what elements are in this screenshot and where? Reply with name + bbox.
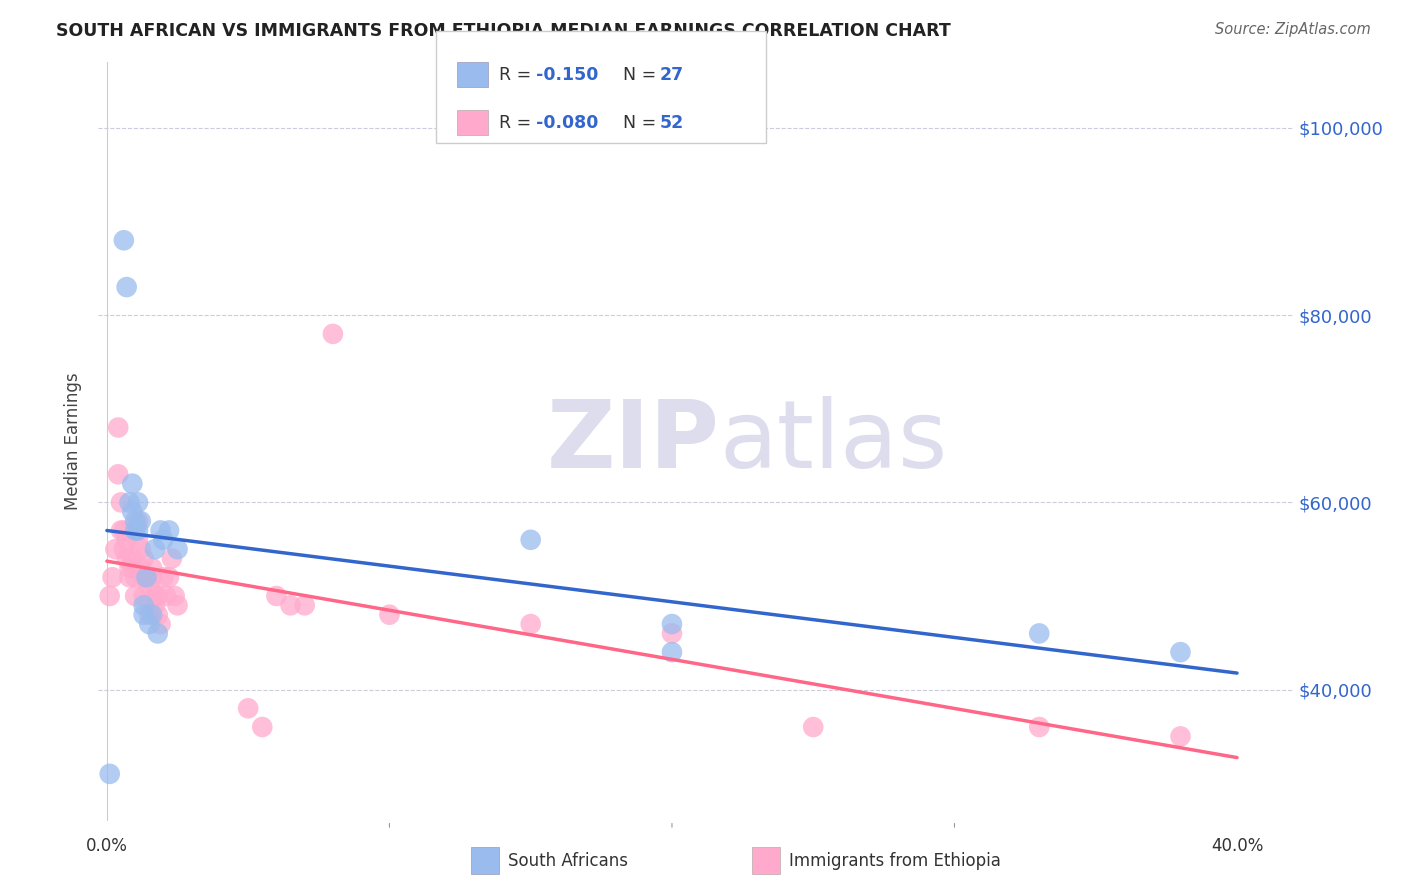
Point — [132, 589, 155, 603]
Point — [141, 607, 163, 622]
Point — [143, 589, 166, 603]
Text: 27: 27 — [659, 66, 683, 84]
Point — [132, 570, 155, 584]
Point — [132, 551, 155, 566]
Text: N =: N = — [612, 66, 661, 84]
Point — [132, 607, 155, 622]
Point — [1028, 626, 1050, 640]
Point — [149, 524, 172, 538]
Text: Source: ZipAtlas.com: Source: ZipAtlas.com — [1215, 22, 1371, 37]
Point — [112, 542, 135, 557]
Point — [138, 580, 160, 594]
Point — [661, 617, 683, 632]
Point — [121, 551, 143, 566]
Point — [294, 599, 316, 613]
Point — [129, 514, 152, 528]
Point — [107, 420, 129, 434]
Point — [112, 233, 135, 247]
Point — [124, 514, 146, 528]
Point — [322, 326, 344, 341]
Text: 0.0%: 0.0% — [86, 838, 128, 855]
Point — [166, 542, 188, 557]
Point — [378, 607, 401, 622]
Point — [280, 599, 302, 613]
Point — [124, 570, 146, 584]
Point — [118, 561, 141, 575]
Point — [138, 617, 160, 632]
Text: N =: N = — [612, 114, 661, 132]
Point — [124, 524, 146, 538]
Point — [118, 570, 141, 584]
Point — [121, 561, 143, 575]
Point — [129, 561, 152, 575]
Text: SOUTH AFRICAN VS IMMIGRANTS FROM ETHIOPIA MEDIAN EARNINGS CORRELATION CHART: SOUTH AFRICAN VS IMMIGRANTS FROM ETHIOPI… — [56, 22, 950, 40]
Point — [146, 607, 169, 622]
Point — [98, 589, 121, 603]
Point — [121, 476, 143, 491]
Point — [127, 524, 149, 538]
Point — [238, 701, 260, 715]
Point — [132, 599, 155, 613]
Point — [519, 533, 541, 547]
Point — [141, 561, 163, 575]
Text: 52: 52 — [659, 114, 683, 132]
Point — [121, 505, 143, 519]
Text: South Africans: South Africans — [508, 852, 627, 870]
Point — [110, 495, 132, 509]
Point — [160, 551, 183, 566]
Point — [127, 514, 149, 528]
Y-axis label: Median Earnings: Median Earnings — [65, 373, 83, 510]
Text: -0.150: -0.150 — [536, 66, 598, 84]
Point — [149, 617, 172, 632]
Text: 40.0%: 40.0% — [1211, 838, 1263, 855]
Point — [266, 589, 288, 603]
Point — [101, 570, 124, 584]
Point — [252, 720, 274, 734]
Point — [146, 589, 169, 603]
Point — [143, 542, 166, 557]
Point — [107, 467, 129, 482]
Point — [115, 280, 138, 294]
Text: R =: R = — [499, 114, 537, 132]
Point — [152, 570, 174, 584]
Point — [135, 570, 157, 584]
Point — [661, 626, 683, 640]
Point — [127, 533, 149, 547]
Point — [1028, 720, 1050, 734]
Point — [519, 617, 541, 632]
Point — [143, 599, 166, 613]
Point — [110, 524, 132, 538]
Text: Immigrants from Ethiopia: Immigrants from Ethiopia — [789, 852, 1001, 870]
Point — [98, 767, 121, 781]
Point — [141, 570, 163, 584]
Point — [163, 589, 186, 603]
Point — [124, 589, 146, 603]
Point — [1170, 730, 1192, 744]
Text: ZIP: ZIP — [547, 395, 720, 488]
Point — [112, 524, 135, 538]
Point — [157, 570, 180, 584]
Point — [157, 524, 180, 538]
Point — [146, 626, 169, 640]
Point — [129, 542, 152, 557]
Point — [127, 495, 149, 509]
Point — [135, 570, 157, 584]
Point — [118, 495, 141, 509]
Text: -0.080: -0.080 — [536, 114, 598, 132]
Point — [661, 645, 683, 659]
Point — [115, 533, 138, 547]
Point — [155, 589, 177, 603]
Point — [104, 542, 127, 557]
Point — [801, 720, 824, 734]
Text: R =: R = — [499, 66, 537, 84]
Text: atlas: atlas — [720, 395, 948, 488]
Point — [1170, 645, 1192, 659]
Point — [115, 551, 138, 566]
Point — [166, 599, 188, 613]
Point — [152, 533, 174, 547]
Point — [138, 607, 160, 622]
